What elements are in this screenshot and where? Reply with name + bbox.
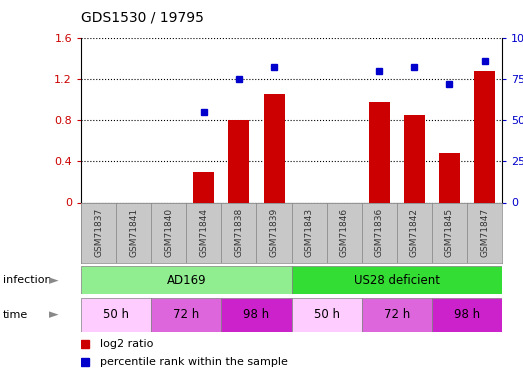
Bar [474,70,495,202]
Text: 72 h: 72 h [384,309,410,321]
Text: GSM71838: GSM71838 [234,208,243,257]
Text: GSM71843: GSM71843 [304,208,314,257]
Text: GSM71840: GSM71840 [164,208,173,257]
Text: 98 h: 98 h [243,309,269,321]
Text: percentile rank within the sample: percentile rank within the sample [100,357,288,367]
Bar [81,266,292,294]
Bar [264,94,285,202]
Bar [432,298,502,332]
Text: 50 h: 50 h [314,309,339,321]
Bar [292,298,362,332]
Text: 98 h: 98 h [454,309,480,321]
Text: GSM71845: GSM71845 [445,208,454,257]
Text: GSM71847: GSM71847 [480,208,489,257]
Text: 50 h: 50 h [103,309,129,321]
Text: infection: infection [3,275,51,285]
Bar [292,266,502,294]
Text: GSM71836: GSM71836 [375,208,384,257]
Text: log2 ratio: log2 ratio [100,339,153,349]
Text: GSM71839: GSM71839 [269,208,279,257]
Text: ►: ► [49,309,59,321]
Bar [81,298,151,332]
Bar [194,172,214,202]
Text: GSM71837: GSM71837 [94,208,103,257]
Bar [221,298,292,332]
Bar [404,115,425,202]
Bar [229,120,249,202]
Text: GSM71842: GSM71842 [410,208,419,257]
Bar [439,153,460,203]
Text: GSM71844: GSM71844 [199,208,208,257]
Text: GDS1530 / 19795: GDS1530 / 19795 [81,10,204,24]
Text: ►: ► [49,274,59,287]
Text: AD169: AD169 [166,274,206,287]
Text: 72 h: 72 h [173,309,199,321]
Text: GSM71846: GSM71846 [340,208,349,257]
Text: GSM71841: GSM71841 [129,208,138,257]
Text: US28 deficient: US28 deficient [354,274,440,287]
Text: time: time [3,310,28,320]
Bar [362,298,432,332]
Bar [369,102,390,202]
Bar [151,298,221,332]
